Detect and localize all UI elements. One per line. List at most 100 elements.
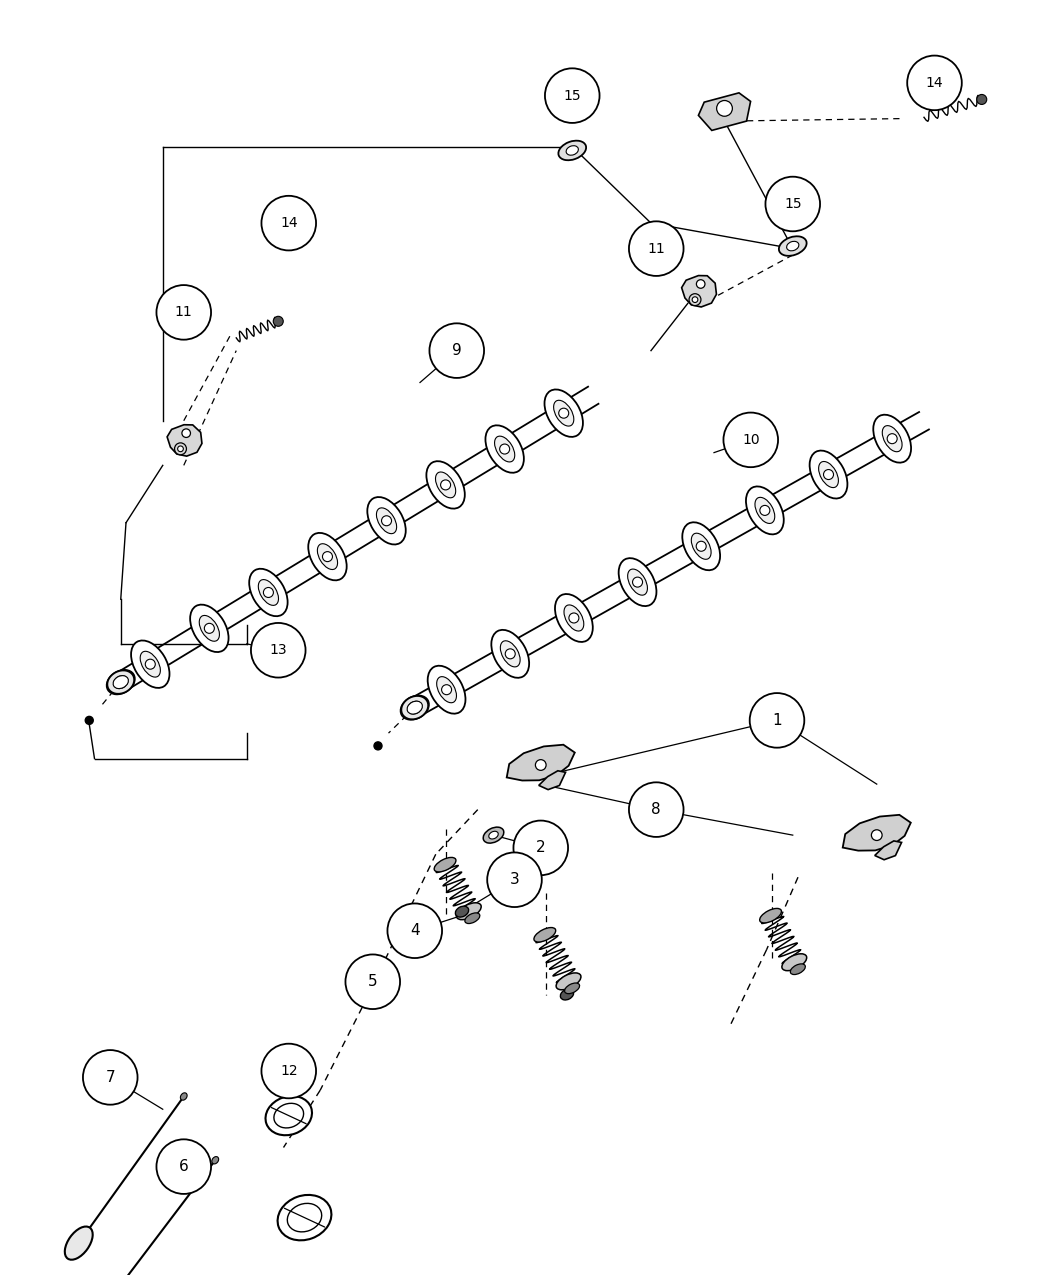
Circle shape xyxy=(85,717,93,724)
Ellipse shape xyxy=(495,436,514,462)
Ellipse shape xyxy=(618,558,656,606)
Ellipse shape xyxy=(368,497,405,544)
Polygon shape xyxy=(875,842,902,859)
Text: 9: 9 xyxy=(452,343,462,358)
Ellipse shape xyxy=(485,426,524,473)
Text: 15: 15 xyxy=(564,89,581,102)
Ellipse shape xyxy=(434,857,456,872)
Ellipse shape xyxy=(555,594,593,641)
Ellipse shape xyxy=(786,241,799,251)
Ellipse shape xyxy=(779,236,806,256)
Ellipse shape xyxy=(564,604,584,631)
Ellipse shape xyxy=(401,696,428,719)
Ellipse shape xyxy=(372,986,395,1003)
Text: 8: 8 xyxy=(651,802,662,817)
Ellipse shape xyxy=(533,927,555,942)
Ellipse shape xyxy=(190,604,229,652)
Circle shape xyxy=(907,56,962,110)
Ellipse shape xyxy=(200,616,219,641)
Polygon shape xyxy=(681,275,716,307)
Ellipse shape xyxy=(277,1195,332,1241)
Text: 14: 14 xyxy=(926,76,943,89)
Ellipse shape xyxy=(274,1103,303,1128)
Circle shape xyxy=(629,222,684,275)
Circle shape xyxy=(374,742,382,750)
Ellipse shape xyxy=(258,580,278,606)
Ellipse shape xyxy=(113,676,128,688)
Circle shape xyxy=(387,904,442,958)
Text: 12: 12 xyxy=(280,1065,297,1077)
Ellipse shape xyxy=(755,497,775,524)
Circle shape xyxy=(872,830,882,840)
Ellipse shape xyxy=(288,1204,321,1232)
Ellipse shape xyxy=(407,701,422,714)
Ellipse shape xyxy=(874,414,911,463)
Circle shape xyxy=(429,324,484,377)
Ellipse shape xyxy=(273,316,284,326)
Ellipse shape xyxy=(322,552,333,561)
Ellipse shape xyxy=(407,701,422,714)
Ellipse shape xyxy=(266,1096,312,1135)
Ellipse shape xyxy=(823,469,834,479)
Ellipse shape xyxy=(264,588,273,598)
Ellipse shape xyxy=(628,569,648,595)
Text: 11: 11 xyxy=(175,306,192,319)
Ellipse shape xyxy=(378,989,388,1000)
Ellipse shape xyxy=(131,640,169,688)
Ellipse shape xyxy=(381,516,392,525)
Ellipse shape xyxy=(107,669,134,695)
Ellipse shape xyxy=(819,462,838,487)
Circle shape xyxy=(692,297,698,302)
Ellipse shape xyxy=(427,666,465,714)
Ellipse shape xyxy=(561,989,573,1000)
Ellipse shape xyxy=(441,479,450,490)
Ellipse shape xyxy=(465,913,480,923)
Circle shape xyxy=(723,413,778,467)
Text: 14: 14 xyxy=(280,217,297,230)
Ellipse shape xyxy=(760,505,770,515)
Ellipse shape xyxy=(691,533,711,560)
Ellipse shape xyxy=(559,408,569,418)
Ellipse shape xyxy=(882,426,902,451)
Ellipse shape xyxy=(632,578,643,586)
Circle shape xyxy=(182,428,190,437)
Circle shape xyxy=(629,783,684,836)
Ellipse shape xyxy=(505,649,516,659)
Ellipse shape xyxy=(457,903,481,919)
Ellipse shape xyxy=(205,623,214,634)
Ellipse shape xyxy=(746,487,783,534)
Ellipse shape xyxy=(566,145,579,156)
Text: 15: 15 xyxy=(784,198,801,210)
Circle shape xyxy=(545,69,600,122)
Polygon shape xyxy=(507,745,574,780)
Circle shape xyxy=(261,1044,316,1098)
Ellipse shape xyxy=(791,964,805,974)
Circle shape xyxy=(536,760,546,770)
Ellipse shape xyxy=(810,450,847,499)
Text: 1: 1 xyxy=(772,713,782,728)
Ellipse shape xyxy=(377,507,397,534)
Ellipse shape xyxy=(317,543,337,570)
Ellipse shape xyxy=(759,908,781,923)
Ellipse shape xyxy=(249,569,288,616)
Ellipse shape xyxy=(483,827,504,843)
Ellipse shape xyxy=(456,907,468,917)
Polygon shape xyxy=(843,815,910,850)
Ellipse shape xyxy=(426,462,465,509)
Circle shape xyxy=(696,279,705,288)
Ellipse shape xyxy=(437,677,457,703)
Ellipse shape xyxy=(565,983,580,993)
Circle shape xyxy=(174,442,187,455)
Ellipse shape xyxy=(488,831,499,839)
Text: 7: 7 xyxy=(105,1070,116,1085)
Ellipse shape xyxy=(782,954,806,970)
Ellipse shape xyxy=(113,676,128,688)
Ellipse shape xyxy=(569,613,579,623)
Ellipse shape xyxy=(181,1093,187,1100)
Circle shape xyxy=(177,446,184,451)
Ellipse shape xyxy=(309,533,346,580)
Text: 11: 11 xyxy=(648,242,665,255)
Circle shape xyxy=(487,853,542,907)
Ellipse shape xyxy=(145,659,155,669)
Ellipse shape xyxy=(887,434,897,444)
